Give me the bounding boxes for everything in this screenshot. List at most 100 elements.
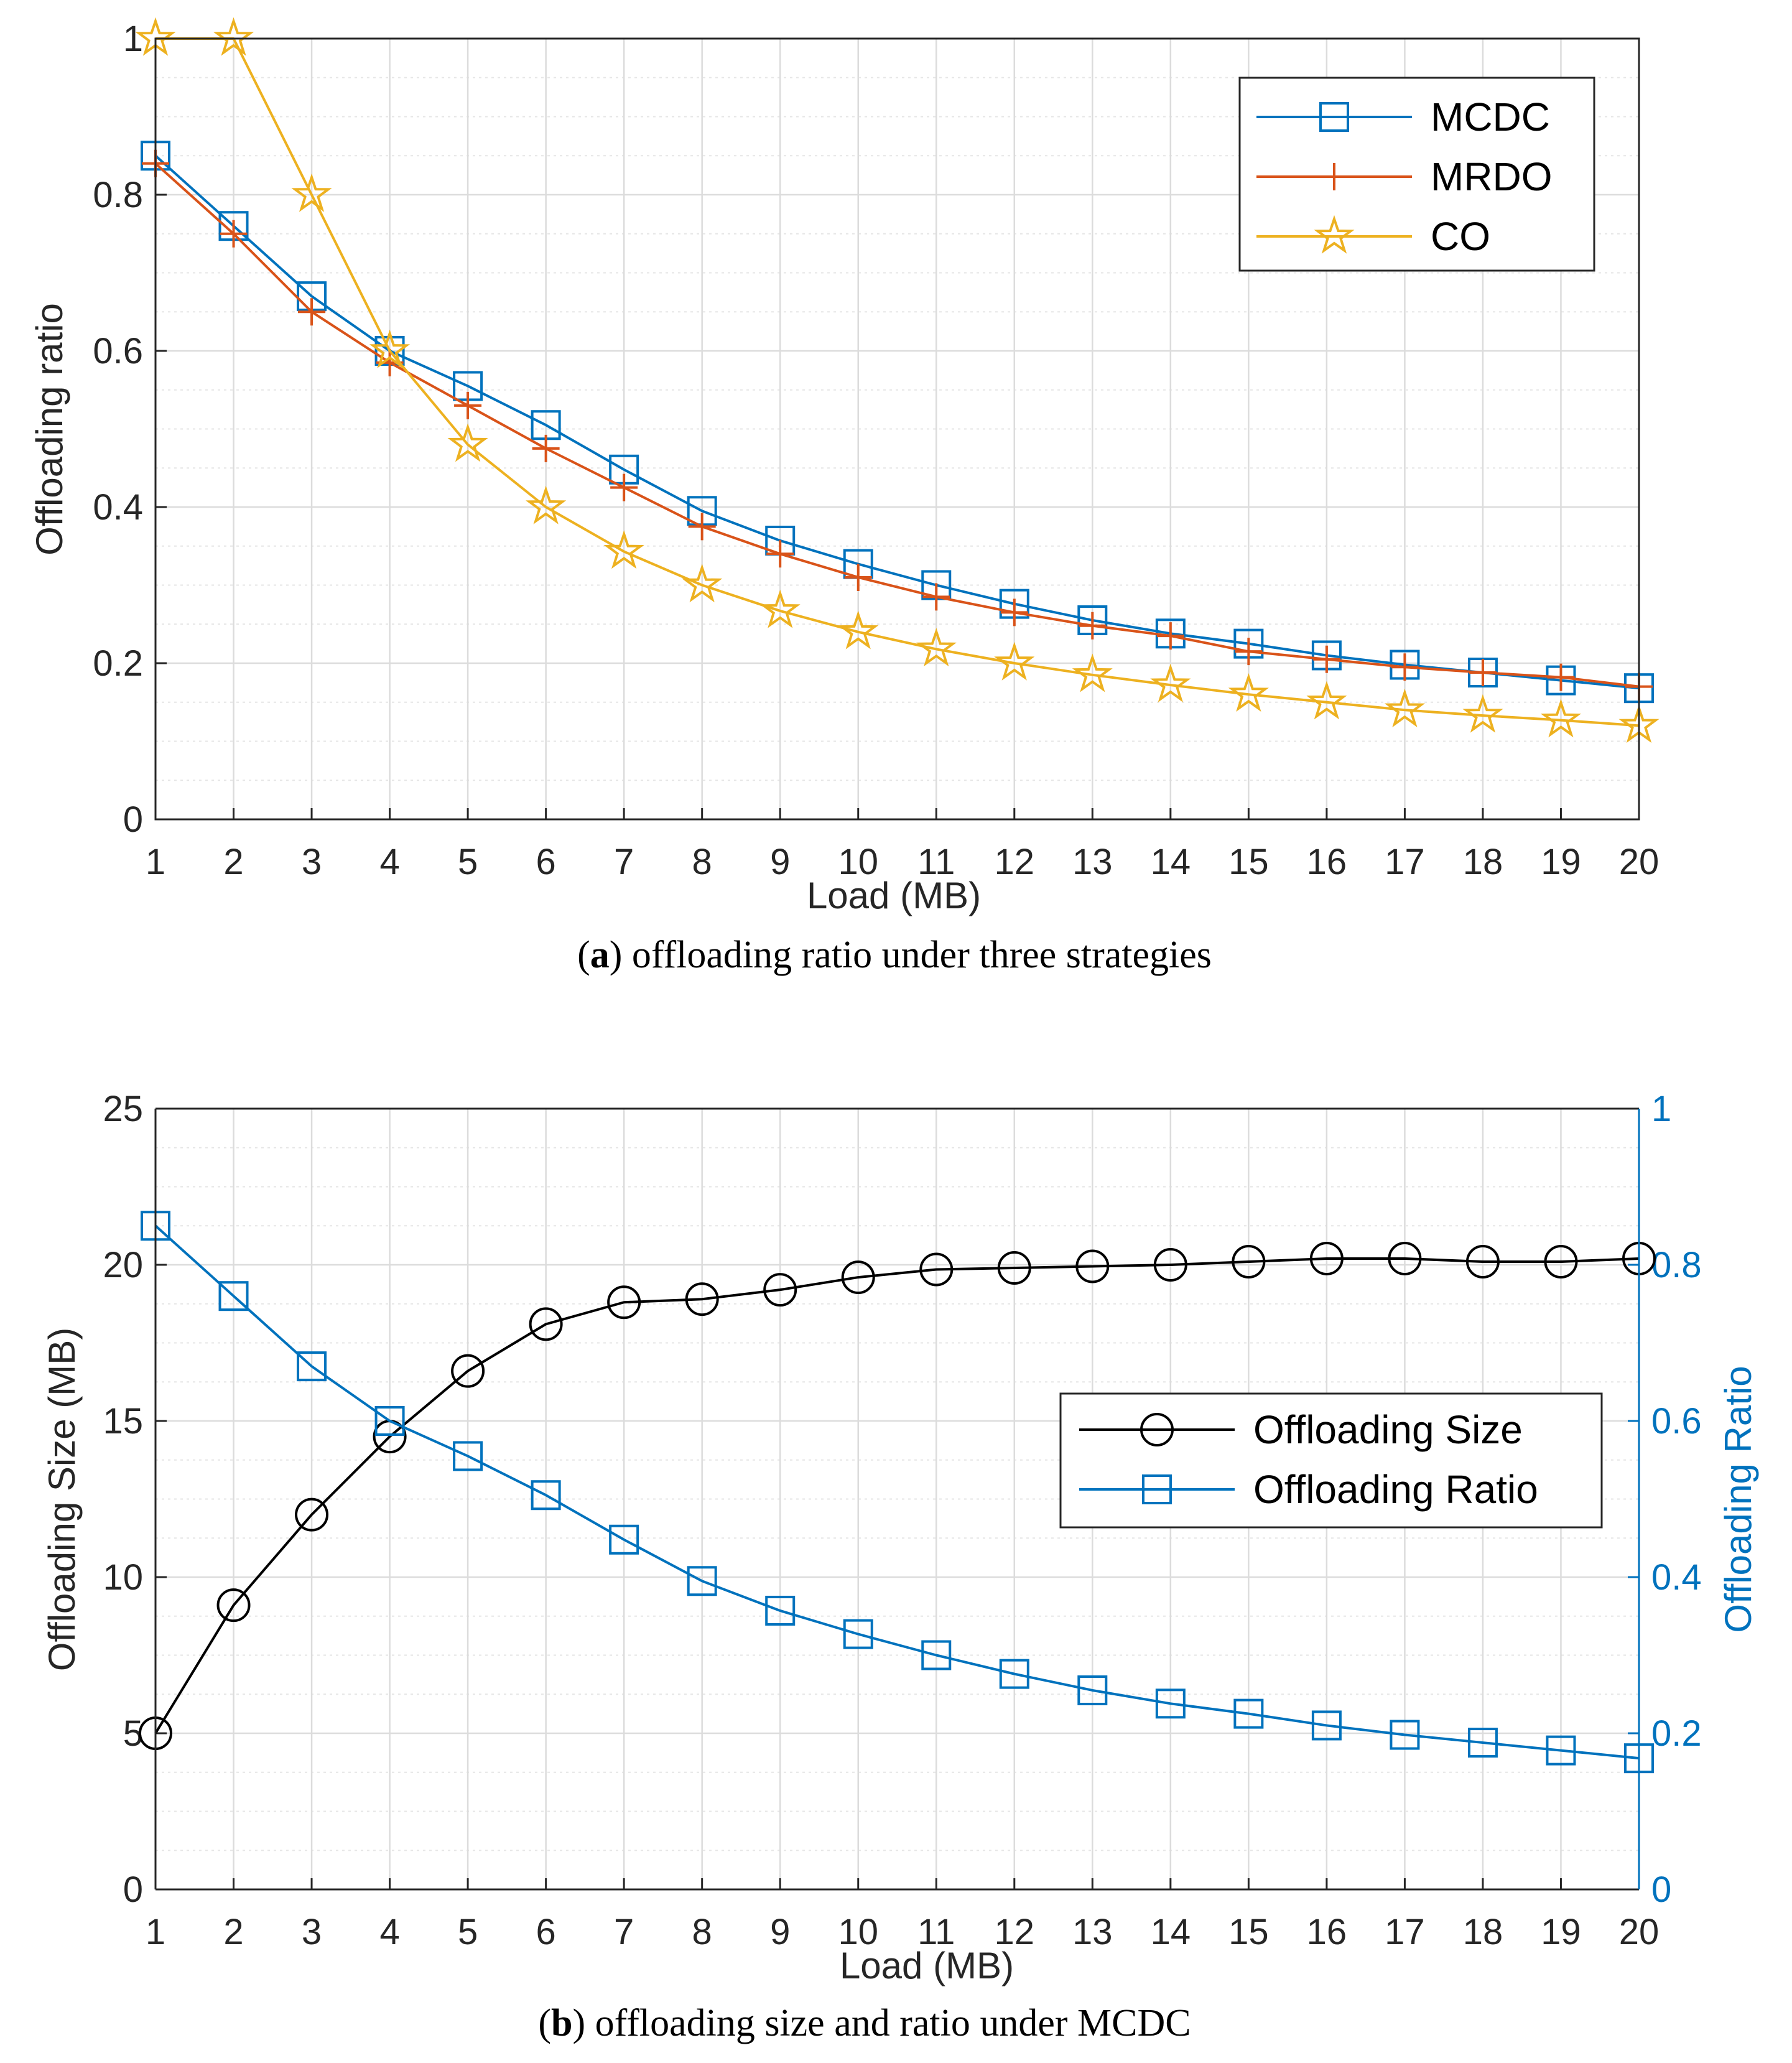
panel-a-x-tick-label: 11 (917, 842, 955, 882)
panel-a-x-ticks: 1 2 3 4 5 6 7 8 9 10 11 12 13 14 15 16 17 18 19 20 (146, 808, 1659, 882)
panel-a-data-point (916, 628, 957, 667)
panel-b-data-point (1311, 1710, 1342, 1741)
panel-a-data-point (682, 564, 723, 603)
panel-b-data-point (687, 1566, 717, 1596)
panel-a-data-point (1391, 653, 1419, 681)
panel-b-data-point (765, 1595, 796, 1626)
panel-a-legend-item: MCDC (1256, 95, 1550, 139)
panel-a-y-tick-label: 0 (123, 799, 143, 840)
panel-b-left-y-tick-label: 25 (103, 1089, 143, 1129)
panel-a-data-point (1156, 622, 1184, 650)
panel-a-x-tick-label: 17 (1385, 842, 1425, 882)
panel-a-data-point (1462, 694, 1503, 733)
panel-a-data-point (766, 540, 794, 568)
panel-a-data-point (1312, 645, 1340, 673)
panel-a-x-tick-label: 18 (1463, 842, 1503, 882)
panel-b-data-point (1388, 1241, 1422, 1275)
panel-b-data-point (1544, 1244, 1578, 1278)
panel-a-data-point (447, 423, 488, 462)
panel-a-y-tick-label: 0.2 (93, 643, 143, 684)
panel-b-x-tick-label: 20 (1619, 1912, 1660, 1952)
panel-a-data-point (922, 583, 950, 611)
panel-b-left-y-tick-label: 15 (103, 1401, 143, 1441)
panel-a-x-tick-label: 16 (1307, 842, 1347, 882)
panel-a-x-tick-label: 10 (838, 842, 878, 882)
panel-b-x-tick-label: 13 (1072, 1912, 1113, 1952)
panel-a-x-tick-label: 14 (1151, 842, 1191, 882)
panel-b-x-tick-label: 5 (458, 1912, 478, 1952)
panel-b-caption: (b) offloading size and ratio under MCDC (538, 2002, 1191, 2044)
panel-a-x-tick-label: 19 (1541, 842, 1581, 882)
panel-b-left-y-tick-label: 0 (123, 1870, 143, 1910)
panel-b-left-y-axis-label: Offloading Size (MB) (41, 1328, 83, 1671)
panel-a-data-point (1072, 653, 1113, 692)
panel-b-left-y-tick-label: 10 (103, 1557, 143, 1598)
panel-a-x-tick-label: 20 (1619, 842, 1660, 882)
panel-a-x-tick-label: 2 (223, 842, 243, 882)
panel-a-data-point (1228, 673, 1269, 712)
panel-a-legend-marker (1314, 215, 1355, 254)
panel-b-data-point (451, 1354, 485, 1388)
panel-b-x-tick-label: 8 (692, 1912, 712, 1952)
panel-a-data-point (1235, 638, 1263, 666)
panel-a-data-point (532, 434, 560, 462)
panel-a-x-tick-label: 5 (458, 842, 478, 882)
panel-b-data-point (1077, 1675, 1108, 1705)
panel-b-data-point (1233, 1698, 1264, 1729)
panel-a-data-point (1000, 598, 1028, 626)
panel-a-legend-label: CO (1431, 214, 1490, 259)
panel-b-data-point (609, 1524, 639, 1555)
panel-a-data-point (1547, 663, 1575, 691)
panel-b-data-point (1390, 1720, 1420, 1750)
panel-a-caption-text: offloading ratio under three strategies (622, 934, 1211, 976)
panel-b-data-point (921, 1640, 952, 1670)
panel-a-y-ticks: 0 0.2 0.4 0.6 0.8 1 (93, 19, 167, 840)
panel-a-x-tick-label: 3 (302, 842, 322, 882)
panel-a-x-tick-label: 6 (536, 842, 555, 882)
panel-a-data-point (994, 641, 1035, 681)
panel-b-data-point (1075, 1249, 1110, 1283)
panel-a-legend: MCDC MRDO CO (1238, 77, 1595, 272)
panel-b-data-point (216, 1588, 251, 1623)
panel-b-right-y-tick-label: 0 (1651, 1870, 1671, 1910)
panel-a-legend-marker (1321, 163, 1348, 190)
panel-a-data-point (603, 530, 644, 569)
panel-b-x-tick-label: 6 (536, 1912, 555, 1952)
panel-b-x-tick-label: 16 (1307, 1912, 1347, 1952)
panel-b-legend-marker (1140, 1413, 1174, 1446)
panel-b-right-y-axis-label: Offloading Ratio (1717, 1366, 1759, 1632)
panel-b-x-tick-label: 4 (379, 1912, 399, 1952)
panel-b-data-point (1309, 1241, 1344, 1275)
panel-b-right-y-ticks: 0 0.2 0.4 0.6 0.8 1 (1628, 1089, 1702, 1910)
panel-b-data-point (1465, 1244, 1500, 1278)
panel-b-data-point (374, 1406, 405, 1436)
panel-a-data-point (1469, 659, 1497, 687)
panel-b-data-point (607, 1285, 641, 1320)
panel-b-legend-item: Offloading Size (1079, 1407, 1523, 1452)
panel-b-right-y-tick-label: 0.4 (1651, 1557, 1702, 1598)
panel-b-right-y-tick-label: 0.6 (1651, 1401, 1702, 1441)
panel-a-y-tick-label: 1 (123, 19, 143, 59)
panel-b-data-point (1546, 1735, 1576, 1766)
panel-a-x-tick-label: 13 (1072, 842, 1113, 882)
panel-a-x-tick-label: 8 (692, 842, 712, 882)
panel-b-data-point (453, 1441, 483, 1471)
panel-b-series-offloading-ratio (141, 1211, 1654, 1774)
panel-b-caption-label: b (551, 2002, 572, 2044)
panel-b-x-tick-label: 1 (146, 1912, 165, 1952)
panel-b-data-point (531, 1480, 561, 1511)
panel-a-series (135, 17, 1660, 743)
panel-a-legend-box (1238, 77, 1595, 272)
panel-b-x-tick-label: 18 (1463, 1912, 1503, 1952)
panel-a-data-point (688, 513, 716, 541)
panel-b-x-tick-label: 9 (770, 1912, 790, 1952)
panel-b-data-point (218, 1281, 249, 1311)
panel-a-y-tick-label: 0.4 (93, 487, 143, 528)
panel-a-data-point (1540, 699, 1582, 738)
panel-a-x-tick-label: 1 (146, 842, 165, 882)
panel-b-right-y-tick-label: 0.2 (1651, 1713, 1702, 1754)
panel-a-y-tick-label: 0.8 (93, 175, 143, 215)
panel-a-legend-item: MRDO (1256, 154, 1553, 199)
